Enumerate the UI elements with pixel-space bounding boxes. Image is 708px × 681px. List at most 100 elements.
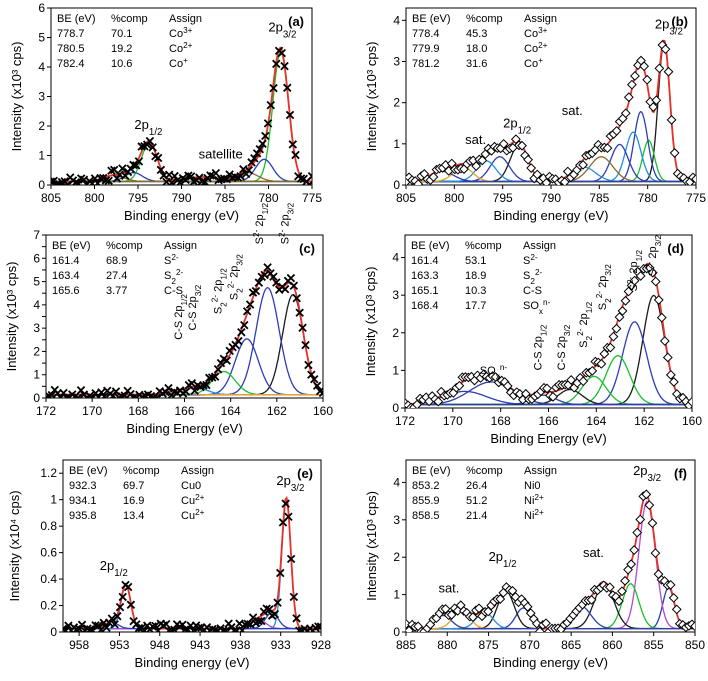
x-axis-label: Binding Energy (eV) <box>490 431 606 446</box>
table-cell: S22- <box>523 268 543 286</box>
fit-component <box>51 50 312 183</box>
data-point <box>107 614 117 623</box>
data-point <box>100 392 109 398</box>
peak-annotation: 2p1/2 <box>503 115 531 136</box>
plot-area <box>51 46 312 185</box>
table-cell: Co3+ <box>524 26 548 41</box>
table-header: %comp <box>465 240 502 252</box>
data-point <box>76 386 86 395</box>
data-point <box>250 154 259 163</box>
y-tick-label: 5 <box>33 275 40 289</box>
y-axis-label: Intensity (x10³ cps) <box>364 491 379 601</box>
data-point <box>97 388 106 397</box>
table-cell: 168.4 <box>411 300 439 312</box>
table-header: Assign <box>169 13 202 25</box>
data-point <box>542 383 552 394</box>
data-point <box>101 176 111 185</box>
data-point <box>534 626 545 632</box>
panel-label: (c) <box>299 241 315 256</box>
data-point <box>413 179 424 185</box>
table-cell: 69.7 <box>123 480 144 492</box>
data-point <box>548 391 558 402</box>
y-tick-label: 3 <box>33 321 40 335</box>
y-tick-label: 0 <box>38 178 45 192</box>
data-point <box>471 161 482 172</box>
table-cell: 53.1 <box>465 255 486 267</box>
panel-0: 0 1 2 3 4 5 6 805 800 795 790 785 780 775 Binding ener… <box>9 1 322 223</box>
table-cell: 18.0 <box>466 43 487 55</box>
table-cell: Cu0 <box>181 480 201 492</box>
x-tick-label: 160 <box>313 404 333 418</box>
data-point <box>149 393 159 398</box>
x-tick-label: 933 <box>271 638 291 652</box>
data-point <box>541 177 552 185</box>
x-tick-label: 790 <box>171 191 191 205</box>
data-point <box>210 625 220 632</box>
data-point <box>632 527 643 538</box>
data-point <box>474 603 484 614</box>
peak-label: S2- 2p3/2 <box>277 202 295 244</box>
table-cell: 932.3 <box>69 480 97 492</box>
x-tick-label: 875 <box>479 638 499 652</box>
data-point <box>596 358 607 369</box>
y-tick-label: 3 <box>393 55 400 69</box>
fit-component <box>46 338 323 396</box>
table-cell: 161.4 <box>52 255 80 267</box>
data-point <box>272 278 281 287</box>
data-point <box>51 177 56 185</box>
x-tick-label: 166 <box>174 404 194 418</box>
x-tick-label: 953 <box>109 638 129 652</box>
data-point <box>260 270 269 280</box>
data-point <box>222 356 232 365</box>
y-tick-label: 1 <box>50 493 57 507</box>
data-point <box>647 518 658 529</box>
x-tick-label: 172 <box>36 404 56 418</box>
peak-label: S2- 2p1/2 <box>251 202 269 244</box>
data-point <box>197 177 207 185</box>
data-point <box>446 609 457 620</box>
data-point <box>578 376 589 387</box>
table-cell: 3.77 <box>106 285 127 297</box>
data-point <box>113 611 122 621</box>
data-point <box>266 100 276 110</box>
data-point <box>202 380 211 390</box>
data-point <box>254 278 264 287</box>
y-tick-label: 0.6 <box>40 546 57 560</box>
peak-label: S22- 2p3/2 <box>226 254 244 300</box>
x-tick-label: 166 <box>538 414 558 428</box>
y-tick-label: 4 <box>393 475 400 489</box>
plot-area <box>405 262 692 408</box>
data-point <box>665 579 676 590</box>
data-point <box>691 174 696 185</box>
data-point <box>263 263 272 272</box>
data-point <box>307 171 312 181</box>
panel-2: 0 1 2 3 4 5 6 7 172 170 168 166 164 162 160 Binding Ene… <box>4 202 333 436</box>
data-point <box>314 622 321 631</box>
table-cell: 10.3 <box>465 285 486 297</box>
data-point <box>412 399 422 408</box>
data-point <box>498 138 509 149</box>
data-point <box>219 174 229 183</box>
data-point <box>248 613 258 622</box>
data-point <box>270 609 280 619</box>
data-point <box>433 396 444 407</box>
data-point <box>140 626 149 632</box>
data-point <box>206 171 215 180</box>
table-cell: Co3+ <box>169 26 193 41</box>
peak-label: S22- 2p3/2 <box>594 264 612 310</box>
data-point <box>305 180 312 185</box>
table-cell: S2- <box>164 253 179 268</box>
table-header: Assign <box>164 240 197 252</box>
data-point <box>180 625 190 632</box>
y-tick-label: 0.4 <box>40 572 57 586</box>
x-tick-label: 885 <box>396 638 416 652</box>
data-point <box>247 158 256 167</box>
data-point <box>240 320 249 330</box>
data-point <box>312 381 322 390</box>
y-tick-label: 0 <box>33 391 40 405</box>
data-point <box>236 171 245 181</box>
table-cell: 853.2 <box>412 480 440 492</box>
table-cell: 13.4 <box>123 510 144 522</box>
x-tick-label: 775 <box>686 191 706 205</box>
data-point <box>630 71 640 81</box>
